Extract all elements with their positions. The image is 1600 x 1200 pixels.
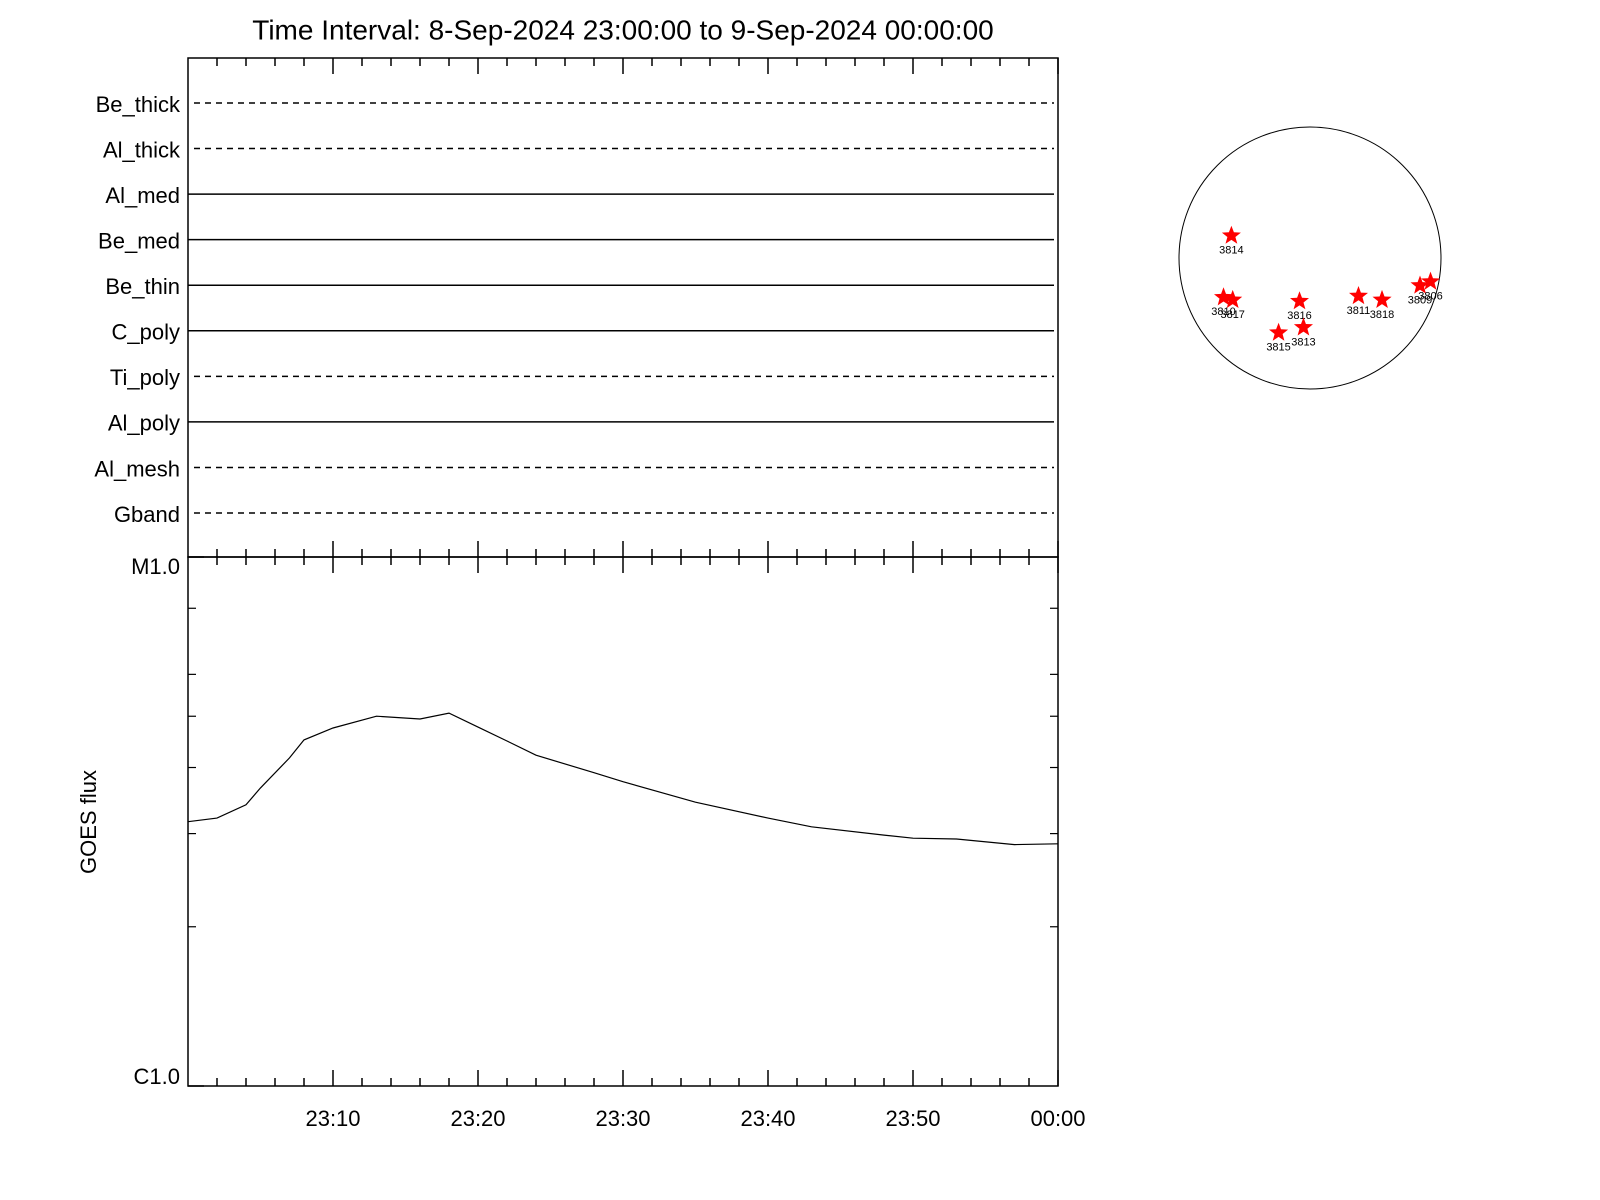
filter-label: Al_mesh [94,456,180,481]
region-star [1349,286,1368,305]
region-star [1221,225,1241,244]
region-label: 3806 [1418,290,1442,302]
solar-disk [1178,126,1442,390]
region-star [1223,289,1243,308]
region-label: 3809 [1408,294,1432,306]
filter-label: Gband [114,502,180,527]
y-tick-label: C1.0 [134,1064,180,1089]
region-star [1293,317,1313,336]
filter-label: Al_thick [103,137,181,162]
region-label: 3817 [1220,309,1244,321]
x-tick-label: 23:20 [450,1106,505,1131]
chart-title: Time Interval: 8-Sep-2024 23:00:00 to 9-… [252,14,993,45]
filter-label: Al_poly [108,411,180,436]
y-axis-label: GOES flux [76,770,101,874]
region-star [1269,322,1289,341]
filter-label: C_poly [112,320,180,345]
y-tick-label: M1.0 [131,554,180,579]
x-tick-label: 23:30 [595,1106,650,1131]
region-label: 3816 [1287,310,1311,322]
region-star [1421,271,1440,290]
region-star [1372,289,1392,308]
x-tick-label: 23:10 [305,1106,360,1131]
region-star [1214,287,1234,306]
filter-label: Al_med [105,183,180,208]
region-label: 3810 [1211,306,1235,318]
x-tick-label: 23:50 [885,1106,940,1131]
region-star [1290,291,1309,310]
filter-label: Be_thin [105,274,180,299]
region-label: 3811 [1347,305,1371,317]
region-label: 3815 [1266,342,1290,354]
filter-label: Be_thick [96,92,181,117]
region-label: 3818 [1370,309,1394,321]
region-label: 3813 [1291,336,1315,348]
x-tick-label: 23:40 [740,1106,795,1131]
region-label: 3814 [1219,245,1243,257]
filter-label: Be_med [98,228,180,253]
filter-label: Ti_poly [110,365,180,390]
goes-flux-line [187,712,1059,846]
region-star [1410,275,1430,294]
x-tick-label: 00:00 [1030,1106,1085,1131]
